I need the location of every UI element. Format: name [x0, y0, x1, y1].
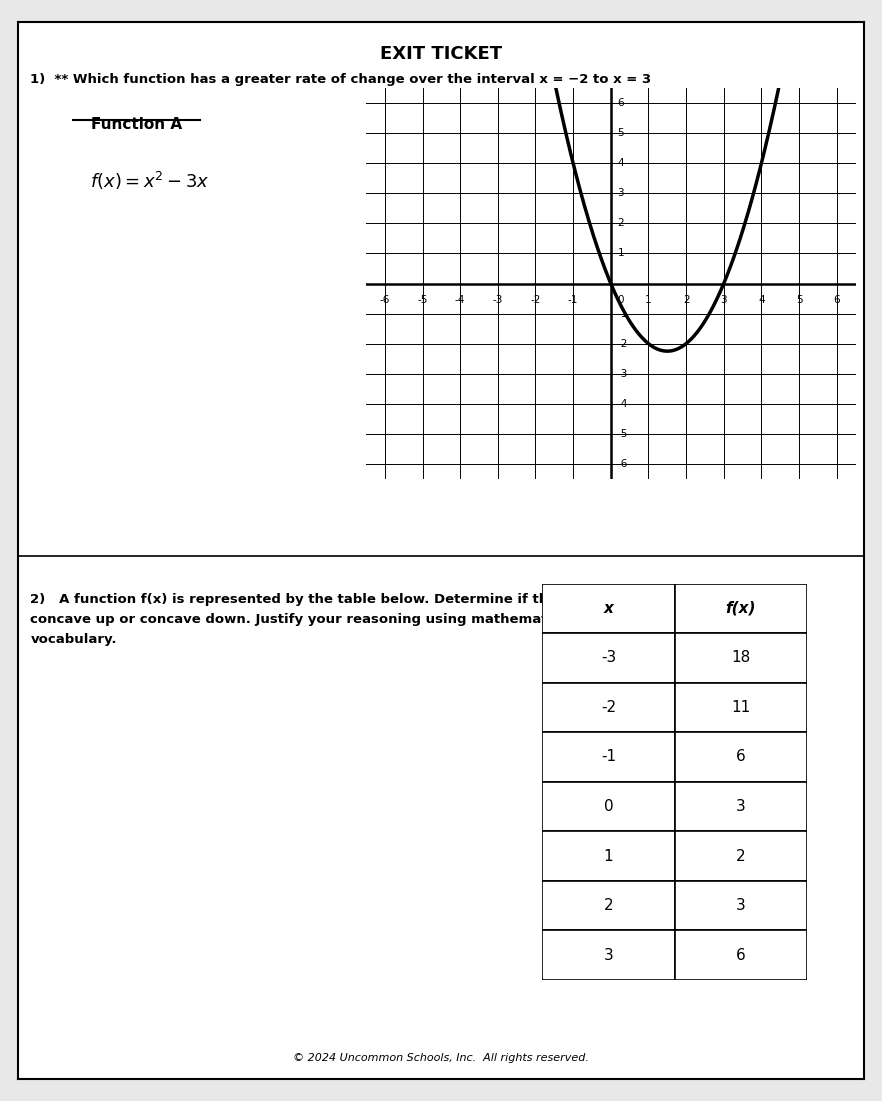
- Text: -2: -2: [617, 339, 628, 349]
- Text: x: x: [603, 601, 614, 615]
- Text: 3: 3: [617, 188, 624, 198]
- Bar: [675, 831, 807, 881]
- Point: [67, 113, 78, 127]
- Text: -4: -4: [617, 399, 628, 408]
- Text: 11: 11: [731, 700, 751, 715]
- Bar: [542, 683, 675, 732]
- Bar: [675, 930, 807, 980]
- Text: -3: -3: [493, 295, 503, 305]
- Text: Function A: Function A: [91, 117, 182, 132]
- Text: 1: 1: [617, 249, 624, 259]
- Text: $f(x) = x^2 - 3x$: $f(x) = x^2 - 3x$: [90, 170, 209, 192]
- Bar: [675, 732, 807, 782]
- Text: -3: -3: [617, 369, 628, 379]
- Point: [194, 113, 205, 127]
- Point: [635, 132, 646, 145]
- Text: 6: 6: [736, 948, 746, 962]
- Text: -2: -2: [601, 700, 617, 715]
- Point: [490, 132, 501, 145]
- Text: -2: -2: [530, 295, 541, 305]
- Text: 2: 2: [683, 295, 690, 305]
- Text: -3: -3: [601, 651, 617, 665]
- Text: 0: 0: [604, 799, 613, 814]
- Text: 5: 5: [617, 128, 624, 139]
- Text: 1)  ** Which function has a greater rate of change over the interval x = −2 to x: 1) ** Which function has a greater rate …: [30, 73, 652, 86]
- Text: EXIT TICKET: EXIT TICKET: [380, 45, 502, 63]
- Text: -6: -6: [379, 295, 390, 305]
- Text: 3: 3: [603, 948, 614, 962]
- Text: 1: 1: [604, 849, 613, 863]
- Bar: [542, 732, 675, 782]
- Text: -1: -1: [617, 308, 628, 318]
- Bar: [542, 881, 675, 930]
- Text: 6: 6: [833, 295, 840, 305]
- Bar: [675, 683, 807, 732]
- Text: 6: 6: [617, 98, 624, 108]
- Text: 18: 18: [731, 651, 751, 665]
- Text: 2: 2: [617, 218, 624, 228]
- Bar: [542, 782, 675, 831]
- Text: 1: 1: [645, 295, 652, 305]
- Text: -1: -1: [601, 750, 617, 764]
- Bar: [542, 930, 675, 980]
- Text: 6: 6: [736, 750, 746, 764]
- Bar: [542, 831, 675, 881]
- Text: -1: -1: [568, 295, 579, 305]
- Bar: [542, 584, 675, 633]
- Text: -6: -6: [617, 459, 628, 469]
- Text: f(x): f(x): [726, 601, 756, 615]
- Text: -4: -4: [455, 295, 466, 305]
- Text: 3: 3: [736, 799, 746, 814]
- Text: 2: 2: [604, 898, 613, 913]
- Text: 4: 4: [759, 295, 765, 305]
- Bar: [542, 633, 675, 683]
- Text: © 2024 Uncommon Schools, Inc.  All rights reserved.: © 2024 Uncommon Schools, Inc. All rights…: [293, 1054, 589, 1064]
- Bar: [675, 633, 807, 683]
- Text: 3: 3: [736, 898, 746, 913]
- Text: 0: 0: [617, 295, 624, 305]
- Text: 2: 2: [736, 849, 745, 863]
- Text: 3: 3: [721, 295, 727, 305]
- Bar: [675, 584, 807, 633]
- Text: 5: 5: [796, 295, 803, 305]
- Text: -5: -5: [617, 428, 628, 439]
- Text: 2)   A function f(x) is represented by the table below. Determine if the functio: 2) A function f(x) is represented by the…: [30, 592, 641, 646]
- Text: -5: -5: [417, 295, 428, 305]
- Text: 4: 4: [617, 159, 624, 168]
- Bar: [675, 881, 807, 930]
- Bar: [675, 782, 807, 831]
- Text: Function B: Function B: [522, 135, 614, 150]
